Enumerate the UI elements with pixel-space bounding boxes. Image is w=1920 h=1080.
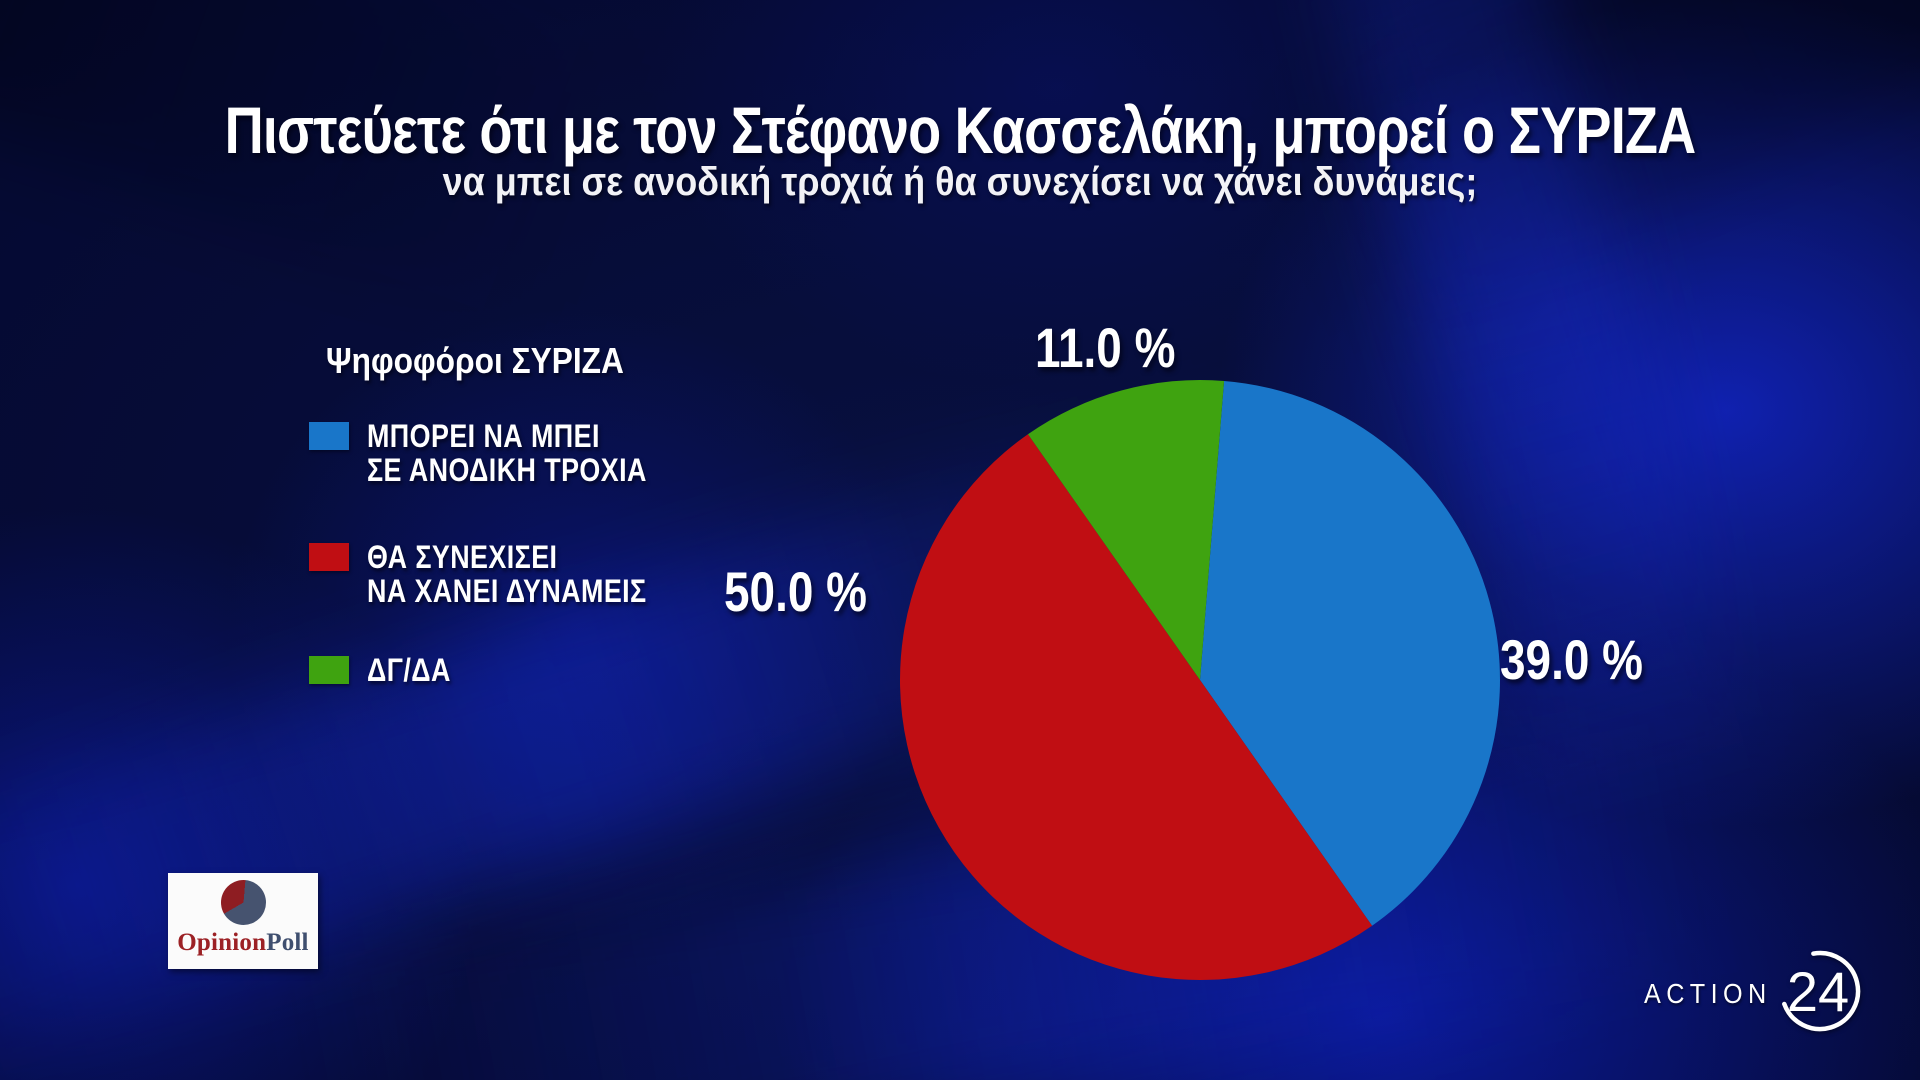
legend-item-label: ΔΓ/ΔΑ <box>367 652 451 688</box>
legend-item-label: ΘΑ ΣΥΝΕΧΙΣΕΙ ΝΑ ΧΑΝΕΙ ΔΥΝΑΜΕΙΣ <box>367 539 647 609</box>
pie-slice-2 <box>1027 380 1225 680</box>
action24-logo: ACTION 24 <box>1630 938 1880 1042</box>
legend-swatch-red <box>309 543 349 571</box>
action24-wordmark: ACTION <box>1644 978 1772 1009</box>
pie-label-dont-know: 11.0 % <box>1035 316 1176 379</box>
opinion-poll-logo: OpinionPoll <box>168 873 318 969</box>
legend-item-can-rise: ΜΠΟΡΕΙ ΝΑ ΜΠΕΙ ΣΕ ΑΝΟΔΙΚΗ ΤΡΟΧΙΑ <box>309 418 700 488</box>
pie-slice-0 <box>1200 380 1500 926</box>
legend-item-label: ΜΠΟΡΕΙ ΝΑ ΜΠΕΙ ΣΕ ΑΝΟΔΙΚΗ ΤΡΟΧΙΑ <box>367 418 647 488</box>
legend-swatch-green <box>309 656 349 684</box>
pie-chart <box>899 380 1500 981</box>
legend-item-dont-know: ΔΓ/ΔΑ <box>309 652 467 688</box>
pie-label-keep-losing: 50.0 % <box>724 560 867 623</box>
opinion-poll-pie-icon <box>220 880 266 925</box>
action24-circle-icon: 24 <box>1782 950 1861 1032</box>
pie-slice-1 <box>899 434 1373 981</box>
legend-title: Ψηφοφόροι ΣΥΡΙΖΑ <box>326 340 624 381</box>
pie-label-can-rise: 39.0 % <box>1500 628 1643 691</box>
legend-item-keep-losing: ΘΑ ΣΥΝΕΧΙΣΕΙ ΝΑ ΧΑΝΕΙ ΔΥΝΑΜΕΙΣ <box>309 539 700 609</box>
poll-question-title: Πιστεύετε ότι με τον Στέφανο Κασσελάκη, … <box>224 93 1697 167</box>
poll-question-subtitle: να μπει σε ανοδική τροχιά ή θα συνεχίσει… <box>442 160 1478 204</box>
legend-swatch-blue <box>309 422 349 450</box>
svg-text:24: 24 <box>1787 960 1849 1023</box>
opinion-poll-wordmark: OpinionPoll <box>177 929 309 956</box>
